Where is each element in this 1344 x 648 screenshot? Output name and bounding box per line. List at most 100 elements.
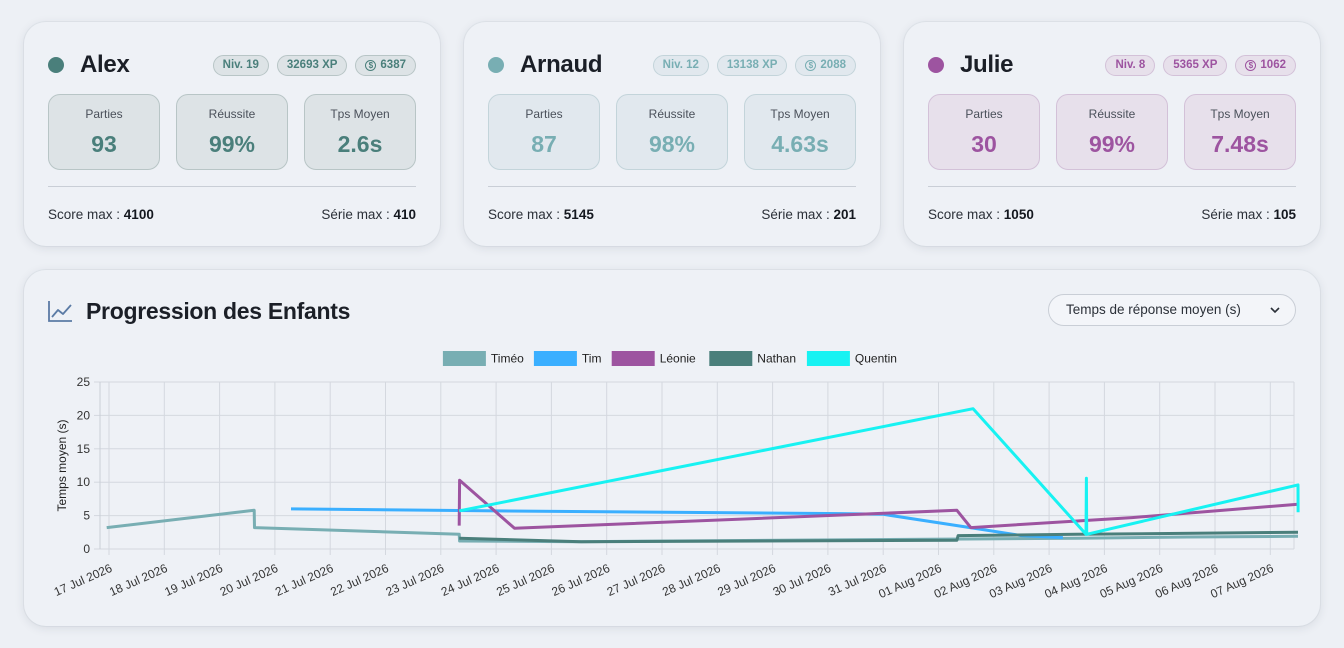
- legend-label: Nathan: [757, 352, 796, 366]
- x-tick-label: 26 Jul 2026: [550, 561, 613, 599]
- legend-label: Quentin: [855, 352, 897, 366]
- stat-label: Tps Moyen: [770, 107, 830, 121]
- score-max-label: Score max :: [488, 207, 561, 222]
- legend-swatch: [709, 351, 753, 366]
- stat-box: Tps Moyen 7.48s: [1184, 94, 1296, 170]
- series-line-quentin: [458, 407, 1300, 536]
- xp-badge-text: 13138 XP: [726, 58, 778, 71]
- level-badge: Niv. 19: [212, 54, 269, 76]
- score-max: Score max : 1050: [928, 207, 1034, 222]
- divider: [928, 186, 1296, 187]
- level-badge: Niv. 12: [652, 54, 709, 76]
- score-max-value: 5145: [563, 207, 594, 222]
- x-tick-label: 30 Jul 2026: [771, 561, 834, 599]
- score-max-label: Score max :: [48, 207, 121, 222]
- player-card-julie: Julie Niv. 8 5365 XP $1062 Parties 30 Ré…: [904, 22, 1320, 246]
- y-tick-label: 0: [83, 542, 90, 556]
- streak-max-value: 201: [833, 207, 856, 222]
- legend-label: Léonie: [660, 352, 696, 366]
- stat-box: Tps Moyen 4.63s: [744, 94, 856, 170]
- coins-badge-text: 6387: [380, 58, 406, 71]
- streak-max-label: Série max :: [761, 207, 830, 222]
- xp-badge: 5365 XP: [1163, 54, 1228, 76]
- stat-value: 2.6s: [337, 131, 383, 157]
- player-card-arnaud: Arnaud Niv. 12 13138 XP $2088 Parties 87…: [464, 22, 880, 246]
- x-tick-label: 27 Jul 2026: [605, 561, 668, 599]
- legend-label: Timéo: [491, 352, 524, 366]
- coins-badge: $1062: [1235, 54, 1296, 76]
- y-tick-label: 20: [77, 408, 91, 422]
- x-tick-label: 25 Jul 2026: [494, 561, 557, 599]
- player-color-dot: [48, 57, 64, 73]
- series-line-nathan: [459, 530, 1299, 544]
- x-tick-label: 22 Jul 2026: [328, 561, 391, 599]
- xp-badge: 32693 XP: [276, 54, 348, 76]
- score-max: Score max : 5145: [488, 207, 594, 222]
- level-badge: Niv. 8: [1105, 54, 1156, 76]
- streak-max: Série max : 105: [1201, 207, 1296, 222]
- score-max-value: 1050: [1003, 207, 1034, 222]
- player-color-dot: [488, 57, 504, 73]
- stat-value: 99%: [1088, 131, 1136, 157]
- coins-badge: $2088: [795, 54, 856, 76]
- stat-label: Réussite: [1088, 107, 1136, 121]
- stat-label: Tps Moyen: [1210, 107, 1270, 121]
- stat-value: 98%: [648, 131, 696, 157]
- legend-swatch: [442, 351, 486, 366]
- stat-box: Parties 30: [928, 94, 1040, 170]
- stat-label: Réussite: [208, 107, 256, 121]
- coin-icon: $: [805, 59, 817, 71]
- progression-panel: Progression des Enfants Temps de réponse…: [24, 270, 1320, 626]
- player-name: Arnaud: [520, 51, 603, 78]
- stat-label: Tps Moyen: [330, 107, 390, 121]
- legend-label: Tim: [582, 352, 602, 366]
- coin-icon: $: [365, 59, 377, 71]
- score-max-label: Score max :: [928, 207, 1001, 222]
- score-max: Score max : 4100: [48, 207, 154, 222]
- line-chart-icon: [48, 301, 72, 322]
- x-tick-label: 28 Jul 2026: [660, 561, 723, 599]
- chart-title: Progression des Enfants: [86, 298, 351, 324]
- stat-box: Réussite 98%: [616, 94, 728, 170]
- metric-select[interactable]: Temps de réponse moyen (s): [1048, 294, 1296, 326]
- x-tick-label: 21 Jul 2026: [273, 561, 336, 599]
- streak-max: Série max : 410: [321, 207, 416, 222]
- y-tick-label: 15: [77, 442, 91, 456]
- streak-max-value: 105: [1273, 207, 1296, 222]
- streak-max-label: Série max :: [1201, 207, 1270, 222]
- metric-select-value: Temps de réponse moyen (s): [1066, 302, 1241, 317]
- y-tick-label: 10: [77, 475, 91, 489]
- stat-value: 30: [971, 131, 997, 157]
- divider: [48, 186, 416, 187]
- stat-label: Réussite: [648, 107, 696, 121]
- streak-max: Série max : 201: [761, 207, 856, 222]
- stat-value: 4.63s: [771, 131, 829, 157]
- stat-value: 99%: [208, 131, 256, 157]
- stat-label: Parties: [85, 107, 123, 121]
- stat-box: Tps Moyen 2.6s: [304, 94, 416, 170]
- xp-badge-text: 5365 XP: [1173, 58, 1218, 71]
- legend-swatch: [806, 351, 850, 366]
- stat-value: 87: [531, 131, 557, 157]
- x-tick-label: 07 Aug 2026: [1208, 561, 1276, 601]
- x-tick-label: 24 Jul 2026: [439, 561, 502, 599]
- x-tick-label: 19 Jul 2026: [162, 561, 225, 599]
- stat-box: Parties 87: [488, 94, 600, 170]
- stat-box: Réussite 99%: [1056, 94, 1168, 170]
- x-tick-label: 23 Jul 2026: [384, 561, 447, 599]
- x-tick-label: 17 Jul 2026: [52, 561, 115, 599]
- streak-max-value: 410: [393, 207, 416, 222]
- series-line-léonie: [457, 478, 1299, 530]
- legend-swatch: [533, 351, 577, 366]
- coins-badge: $6387: [355, 54, 416, 76]
- chevron-down-icon: [1270, 307, 1280, 314]
- level-badge-text: Niv. 19: [222, 58, 259, 71]
- stat-box: Réussite 99%: [176, 94, 288, 170]
- player-name: Alex: [80, 51, 130, 78]
- x-tick-label: 29 Jul 2026: [715, 561, 778, 599]
- stat-box: Parties 93: [48, 94, 160, 170]
- level-badge-text: Niv. 12: [662, 58, 699, 71]
- stat-value: 7.48s: [1211, 131, 1269, 157]
- player-card-alex: Alex Niv. 19 32693 XP $6387 Parties 93 R…: [24, 22, 440, 246]
